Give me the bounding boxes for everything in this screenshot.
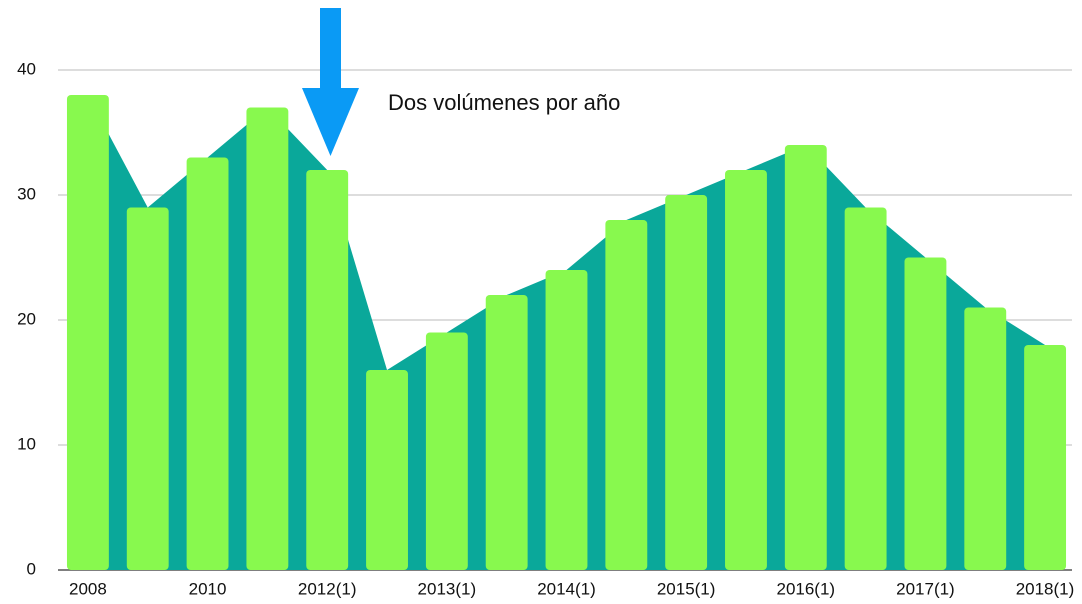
y-tick-label: 10 [17, 434, 36, 453]
bar [1024, 345, 1067, 570]
plot: 0 10 20 30 40 2008 2010 2012(1) 2013(1) 2014(1) 20… [17, 59, 1074, 598]
bar [545, 270, 588, 570]
bar [784, 145, 827, 570]
bar [425, 332, 468, 570]
bar [904, 257, 947, 570]
x-tick-label: 2015(1) [657, 579, 716, 598]
y-tick-label: 40 [17, 59, 36, 78]
bar [306, 170, 349, 570]
y-tick-label: 0 [27, 559, 36, 578]
bar [66, 95, 109, 570]
x-tick-label: 2008 [69, 579, 107, 598]
x-tick-label: 2013(1) [418, 579, 477, 598]
x-tick-label: 2012(1) [298, 579, 357, 598]
x-tick-label: 2017(1) [896, 579, 955, 598]
x-tick-label: 2016(1) [776, 579, 835, 598]
x-tick-label: 2014(1) [537, 579, 596, 598]
y-tick-label: 30 [17, 184, 36, 203]
x-tick-label: 2010 [189, 579, 227, 598]
bar [605, 220, 648, 570]
bar [844, 207, 887, 570]
bar [246, 107, 289, 570]
bar [964, 307, 1007, 570]
bar [186, 157, 229, 570]
x-tick-label: 2018(1) [1016, 579, 1075, 598]
bar [126, 207, 169, 570]
bar [665, 195, 708, 570]
y-tick-label: 20 [17, 309, 36, 328]
bar [485, 295, 528, 570]
bar [366, 370, 408, 570]
bar [725, 170, 767, 570]
arrow [302, 8, 359, 156]
annotation: Dos volúmenes por año [388, 90, 620, 115]
